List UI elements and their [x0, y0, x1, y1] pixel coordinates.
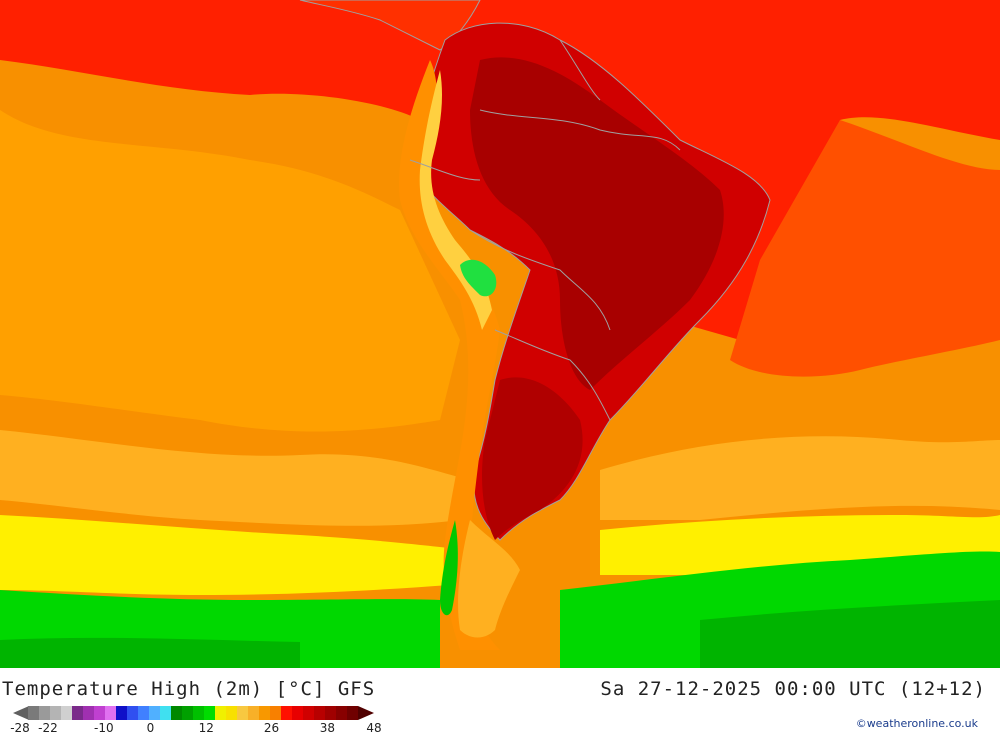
legend-tick-label: 26 [263, 721, 280, 735]
ocean-band-yellow [0, 515, 1000, 595]
legend-tick-label: 48 [366, 721, 382, 735]
legend-swatch [127, 706, 138, 720]
ocean-band-pacific-orange [0, 110, 460, 432]
ocean-band-atlantic-light [600, 436, 1000, 520]
border-line [409, 159, 481, 181]
land-central-america [299, 0, 481, 51]
legend-tick-label: -22 [38, 721, 58, 735]
legend-swatch [204, 706, 215, 720]
ocean-band-pacific-light [0, 430, 470, 526]
border-line [469, 229, 611, 331]
legend-tick-label: 12 [198, 721, 214, 735]
legend-swatch [325, 706, 336, 720]
legend-swatch [314, 706, 325, 720]
border-line [494, 329, 611, 421]
legend-swatch [226, 706, 237, 720]
legend-left-arrow [13, 706, 29, 720]
map-title: Temperature High (2m) [°C] GFS [2, 678, 376, 700]
map-datetime: Sa 27-12-2025 00:00 UTC (12+12) [600, 678, 986, 700]
legend-swatch [72, 706, 83, 720]
legend-tick-label: 38 [319, 721, 336, 735]
map-footer [0, 668, 1000, 733]
border-line [479, 109, 681, 151]
legend-swatch [270, 706, 281, 720]
legend-swatch [259, 706, 270, 720]
legend-swatch [281, 706, 292, 720]
south-america-land [299, 0, 771, 650]
legend-swatch [149, 706, 160, 720]
land-very-hot-amazon [470, 57, 724, 390]
legend-swatch [94, 706, 105, 720]
legend-swatch [336, 706, 347, 720]
legend-swatch [28, 706, 39, 720]
ocean-band-deep-green [0, 600, 1000, 668]
legend-swatch [61, 706, 72, 720]
legend-tick-label: -10 [94, 721, 114, 735]
land-patagonia [458, 520, 520, 638]
legend-swatch [105, 706, 116, 720]
legend-swatch [292, 706, 303, 720]
legend-swatch [347, 706, 358, 720]
legend-swatch [237, 706, 248, 720]
legend-right-arrow [358, 706, 374, 720]
legend-swatch [182, 706, 193, 720]
legend-swatch [160, 706, 171, 720]
ocean-band-atlantic-warm [730, 120, 1000, 377]
legend-swatch [39, 706, 50, 720]
legend-swatch [303, 706, 314, 720]
border-line [559, 39, 601, 101]
legend-bar [28, 706, 358, 720]
legend-swatch [171, 706, 182, 720]
country-borders [409, 39, 681, 421]
legend-swatch [50, 706, 61, 720]
legend-tick-label: 0 [146, 721, 155, 735]
credit-link[interactable]: ©weatheronline.co.uk [855, 717, 978, 730]
land-altiplano-green [460, 259, 497, 297]
land-hot-argentina [482, 377, 583, 540]
legend-tick-label: -28 [10, 721, 30, 735]
legend-swatch [138, 706, 149, 720]
legend-swatch [248, 706, 259, 720]
legend-swatch [116, 706, 127, 720]
legend-swatch [83, 706, 94, 720]
land-chile-green [440, 520, 458, 616]
legend-swatch [215, 706, 226, 720]
legend-swatch [193, 706, 204, 720]
temperature-map [0, 0, 1000, 668]
